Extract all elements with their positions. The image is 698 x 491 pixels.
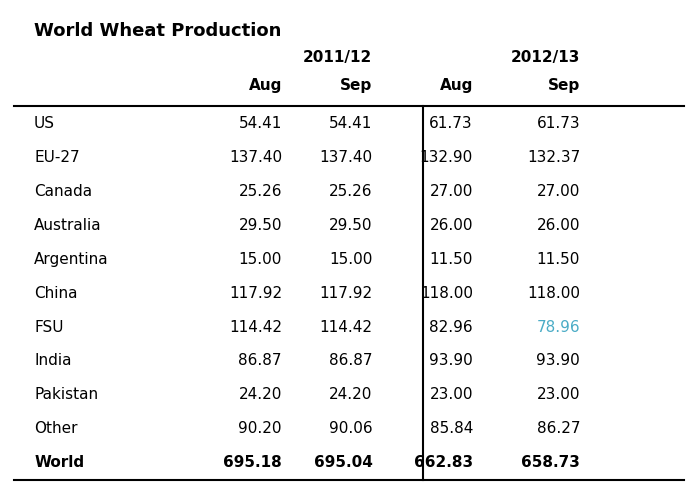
Text: 117.92: 117.92 [319,286,373,300]
Text: Canada: Canada [34,184,92,199]
Text: 27.00: 27.00 [537,184,580,199]
Text: Other: Other [34,421,77,436]
Text: 137.40: 137.40 [319,150,373,165]
Text: World Wheat Production: World Wheat Production [34,22,281,40]
Text: 23.00: 23.00 [429,387,473,403]
Text: Australia: Australia [34,218,102,233]
Text: World: World [34,455,84,470]
Text: 61.73: 61.73 [429,116,473,131]
Text: 61.73: 61.73 [537,116,580,131]
Text: 114.42: 114.42 [320,320,373,334]
Text: 25.26: 25.26 [329,184,373,199]
Text: 86.27: 86.27 [537,421,580,436]
Text: Aug: Aug [248,78,282,93]
Text: 132.90: 132.90 [419,150,473,165]
Text: 2011/12: 2011/12 [303,50,373,65]
Text: 54.41: 54.41 [329,116,373,131]
Text: 11.50: 11.50 [537,252,580,267]
Text: 695.18: 695.18 [223,455,282,470]
Text: 15.00: 15.00 [239,252,282,267]
Text: 695.04: 695.04 [313,455,373,470]
Text: 23.00: 23.00 [537,387,580,403]
Text: 93.90: 93.90 [537,354,580,368]
Text: 662.83: 662.83 [414,455,473,470]
Text: 658.73: 658.73 [521,455,580,470]
Text: 118.00: 118.00 [420,286,473,300]
Text: 27.00: 27.00 [429,184,473,199]
Text: 86.87: 86.87 [239,354,282,368]
Text: 24.20: 24.20 [329,387,373,403]
Text: 90.20: 90.20 [239,421,282,436]
Text: 24.20: 24.20 [239,387,282,403]
Text: Aug: Aug [440,78,473,93]
Text: 86.87: 86.87 [329,354,373,368]
Text: 11.50: 11.50 [429,252,473,267]
Text: 15.00: 15.00 [329,252,373,267]
Text: 25.26: 25.26 [239,184,282,199]
Text: 137.40: 137.40 [229,150,282,165]
Text: 78.96: 78.96 [537,320,580,334]
Text: 82.96: 82.96 [429,320,473,334]
Text: China: China [34,286,77,300]
Text: Argentina: Argentina [34,252,109,267]
Text: 29.50: 29.50 [329,218,373,233]
Text: 29.50: 29.50 [239,218,282,233]
Text: 118.00: 118.00 [527,286,580,300]
Text: Pakistan: Pakistan [34,387,98,403]
Text: 117.92: 117.92 [229,286,282,300]
Text: 93.90: 93.90 [429,354,473,368]
Text: EU-27: EU-27 [34,150,80,165]
Text: 26.00: 26.00 [429,218,473,233]
Text: 114.42: 114.42 [229,320,282,334]
Text: India: India [34,354,72,368]
Text: FSU: FSU [34,320,64,334]
Text: Sep: Sep [340,78,373,93]
Text: 132.37: 132.37 [527,150,580,165]
Text: 90.06: 90.06 [329,421,373,436]
Text: 2012/13: 2012/13 [511,50,580,65]
Text: 26.00: 26.00 [537,218,580,233]
Text: 54.41: 54.41 [239,116,282,131]
Text: 85.84: 85.84 [429,421,473,436]
Text: Sep: Sep [548,78,580,93]
Text: US: US [34,116,55,131]
